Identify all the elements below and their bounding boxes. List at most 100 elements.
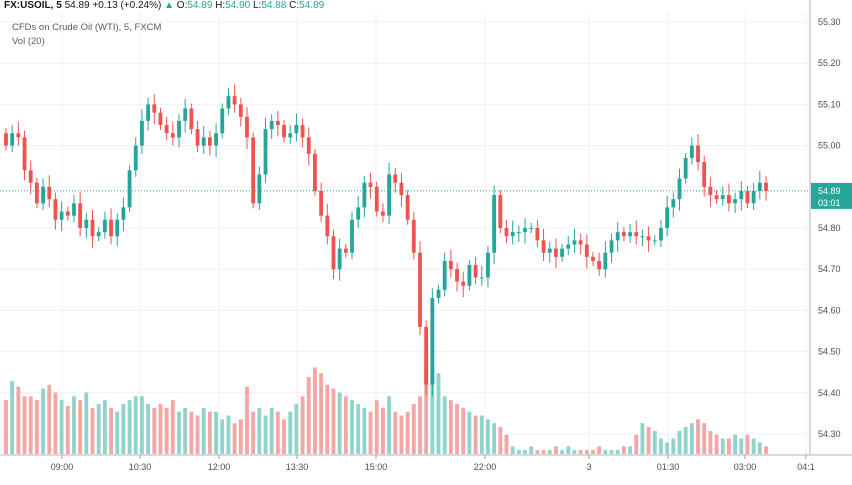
- candle-body: [535, 228, 540, 241]
- time-tick-label: 3: [586, 462, 591, 472]
- study-title[interactable]: CFDs on Crude Oil (WTI), 5, FXCM: [12, 22, 162, 33]
- volume-bar: [628, 446, 632, 454]
- candle-body: [479, 277, 484, 279]
- candle-body: [16, 133, 21, 138]
- volume-bar: [677, 430, 682, 454]
- candle-body: [603, 252, 608, 270]
- volume-bar: [621, 446, 626, 454]
- candle-body: [554, 248, 558, 257]
- price-axis[interactable]: 55.3055.2055.1055.0054.9054.8054.7054.60…: [818, 17, 841, 439]
- volume-bar: [368, 411, 373, 454]
- candle-body: [572, 240, 577, 245]
- volume-bar: [387, 396, 392, 454]
- volume-bar: [720, 438, 725, 454]
- candle-body: [424, 326, 429, 385]
- symbol-name[interactable]: FX:USOIL, 5: [4, 0, 62, 11]
- candle-body: [177, 120, 181, 138]
- last-price-tag-label: 54.89: [818, 186, 841, 196]
- candle-body: [757, 182, 762, 191]
- volume-bar: [232, 423, 237, 454]
- volume-bar: [41, 388, 45, 454]
- volume-bar: [319, 373, 324, 454]
- candle-body: [72, 203, 76, 216]
- low-value: 54.88: [261, 0, 287, 11]
- candle-body: [275, 120, 280, 125]
- candle-body: [733, 199, 738, 204]
- volume-study-label[interactable]: Vol (20): [12, 36, 45, 47]
- volume-bar: [96, 404, 101, 454]
- price-tick-label: 55.00: [818, 141, 841, 151]
- volume-bar: [275, 411, 280, 454]
- volume-bar: [158, 404, 163, 454]
- candle-body: [4, 133, 8, 146]
- candle-body: [387, 174, 392, 216]
- volume-bar: [356, 404, 361, 454]
- volume-bar: [591, 450, 595, 454]
- volume-bar: [430, 369, 435, 454]
- volume-bar: [529, 446, 534, 454]
- open-label: O:: [176, 0, 188, 11]
- volume-bar: [745, 434, 750, 454]
- volume-bar: [448, 400, 453, 454]
- volume-bar: [554, 446, 558, 454]
- candle-body: [646, 236, 651, 241]
- candle-body: [473, 265, 478, 278]
- candle-body: [418, 252, 422, 327]
- candle-body: [22, 137, 27, 171]
- volume-bar: [238, 419, 243, 454]
- candle-body: [615, 232, 620, 241]
- candle-body: [269, 120, 274, 130]
- candle-body: [374, 186, 379, 212]
- time-tick-label: 13:30: [286, 462, 309, 472]
- time-axis[interactable]: 09:00 10:30 12:00 13:30 15:00 22:00 3 01:30 03:0…: [51, 455, 815, 472]
- volume-bar: [170, 400, 175, 454]
- price-tick-label: 55.30: [818, 17, 841, 27]
- candle-body: [504, 228, 509, 237]
- volume-bar: [399, 415, 404, 454]
- volume-bar: [473, 415, 478, 454]
- grid: [0, 12, 810, 455]
- candle-body: [609, 240, 614, 253]
- candle-body: [59, 211, 64, 220]
- volume-bar: [547, 450, 552, 454]
- volume-bar: [603, 450, 608, 454]
- candle-body: [628, 232, 632, 237]
- candle-body: [343, 248, 348, 253]
- volume-bar: [510, 446, 515, 454]
- candle-body: [461, 281, 466, 286]
- volume-bar: [393, 411, 398, 454]
- candle-body: [164, 125, 169, 134]
- volume-bar: [578, 450, 583, 454]
- volume-bar: [102, 400, 107, 454]
- candle-body: [523, 228, 527, 233]
- volume-bar: [133, 396, 138, 454]
- candle-body: [65, 211, 70, 216]
- candle-body: [430, 298, 435, 385]
- price-tick-label: 55.20: [818, 58, 841, 68]
- volume-bar: [72, 396, 76, 454]
- volume-bar: [337, 392, 342, 454]
- volume-bar: [609, 450, 614, 454]
- volume-bar: [4, 400, 8, 454]
- candle-body: [115, 219, 120, 237]
- time-tick-label: 03:00: [734, 462, 757, 472]
- candle-body: [677, 178, 682, 200]
- candle-body: [306, 137, 311, 154]
- candle-body: [28, 170, 33, 183]
- volume-bars: [4, 354, 768, 454]
- volume-bar: [516, 450, 521, 454]
- candle-body: [665, 207, 670, 228]
- candle-body: [739, 190, 744, 200]
- candle-body: [245, 116, 249, 138]
- candle-body: [689, 145, 694, 158]
- volume-bar: [646, 427, 651, 454]
- volume-bar: [28, 396, 33, 454]
- candle-body: [720, 195, 725, 200]
- volume-bar: [263, 415, 268, 454]
- volume-bar: [572, 450, 577, 454]
- volume-bar: [306, 377, 311, 454]
- candle-body: [442, 260, 447, 290]
- candle-body: [294, 125, 299, 134]
- volume-bar: [566, 446, 571, 454]
